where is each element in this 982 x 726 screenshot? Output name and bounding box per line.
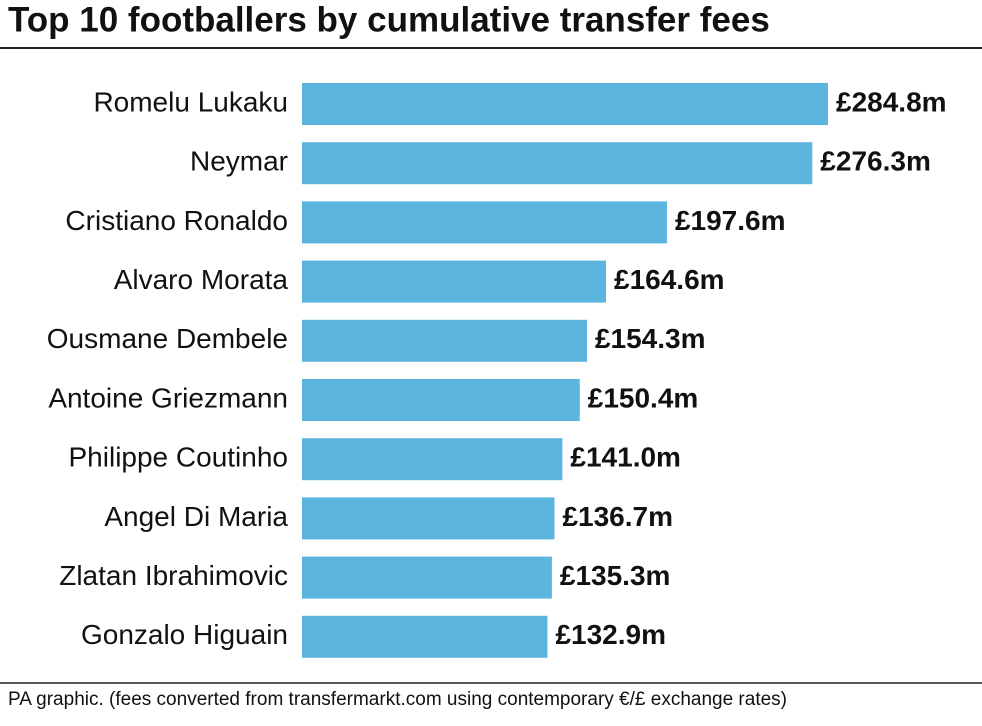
value-label: £135.3m [560, 560, 671, 591]
category-label: Antoine Griezmann [48, 382, 288, 413]
bar [302, 497, 555, 540]
chart-title: Top 10 footballers by cumulative transfe… [8, 0, 770, 39]
value-label: £132.9m [555, 619, 666, 650]
category-label: Romelu Lukaku [93, 86, 288, 117]
bar [302, 201, 667, 244]
bar [302, 556, 552, 599]
value-label: £284.8m [836, 86, 947, 117]
category-label: Philippe Coutinho [69, 442, 289, 473]
bar [302, 319, 587, 362]
category-label: Gonzalo Higuain [81, 619, 288, 650]
value-label: £197.6m [675, 205, 786, 236]
value-label: £150.4m [588, 382, 699, 413]
category-label: Zlatan Ibrahimovic [59, 560, 288, 591]
category-label: Neymar [190, 146, 288, 177]
footnote: PA graphic. (fees converted from transfe… [8, 689, 787, 710]
value-label: £141.0m [570, 442, 681, 473]
bar [302, 615, 548, 658]
category-label: Ousmane Dembele [47, 323, 288, 354]
bar [302, 438, 563, 481]
bar [302, 379, 580, 421]
value-label: £154.3m [595, 323, 706, 354]
bar [302, 260, 607, 303]
value-label: £164.6m [614, 264, 725, 295]
value-label: £136.7m [562, 501, 673, 532]
value-label: £276.3m [820, 146, 931, 177]
category-label: Cristiano Ronaldo [65, 205, 288, 236]
bar [302, 83, 828, 125]
bar [302, 142, 813, 185]
category-label: Angel Di Maria [104, 501, 288, 532]
category-label: Alvaro Morata [114, 264, 289, 295]
